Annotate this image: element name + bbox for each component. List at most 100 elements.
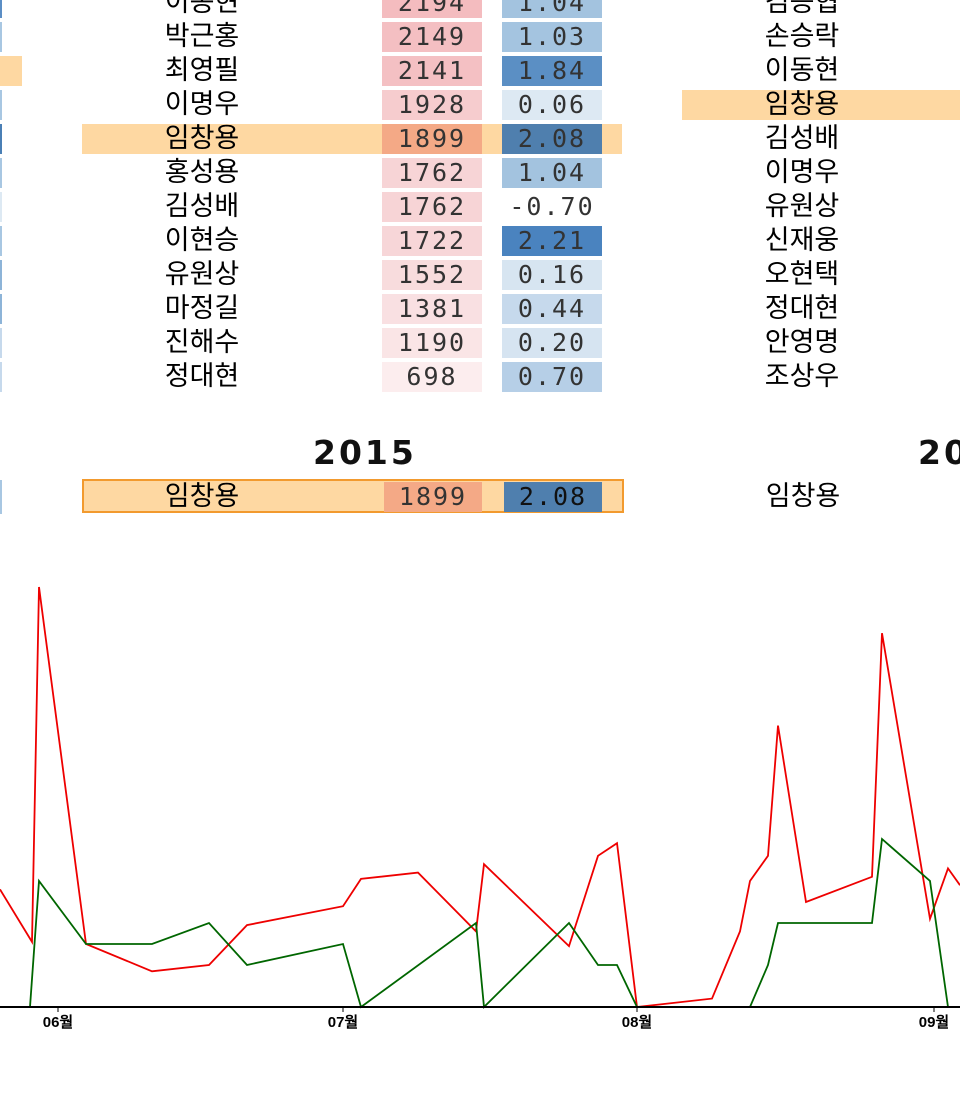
player-name: 신재웅	[764, 225, 840, 256]
left-table-row[interactable]: 정대현 698 0.70	[0, 360, 960, 394]
right-table-row[interactable]: 조상우	[0, 360, 960, 394]
x-tick-label: 06월	[43, 1014, 74, 1031]
player-score: 698	[382, 362, 482, 392]
x-tick-label: 07월	[328, 1014, 359, 1031]
player-delta: 1.84	[502, 56, 602, 86]
right-table-row[interactable]: 이명우	[0, 156, 960, 190]
left-edge-color-bar	[0, 294, 2, 324]
player-score: 1552	[382, 260, 482, 290]
left-table-row[interactable]: 최영필 2141 1.84	[0, 54, 960, 88]
left-table-row[interactable]: 김성배 1762 -0.70	[0, 190, 960, 224]
player-name: 이명우	[164, 89, 240, 120]
left-edge-color-bar	[0, 124, 2, 154]
right-selected-player-name: 임창용	[765, 481, 841, 512]
player-delta: 0.44	[502, 294, 602, 324]
right-table-row[interactable]: 유원상	[0, 190, 960, 224]
player-delta: 0.06	[502, 90, 602, 120]
player-name: 손승락	[764, 21, 840, 52]
left-table-row[interactable]: 박근홍 2149 1.03	[0, 20, 960, 54]
player-delta: 1.03	[502, 22, 602, 52]
left-table-row[interactable]: 이명우 1928 0.06	[0, 88, 960, 122]
left-table-row[interactable]: 유원상 1552 0.16	[0, 258, 960, 292]
player-delta: 2.08	[502, 124, 602, 154]
player-name: 조상우	[764, 361, 840, 392]
player-delta: 1.04	[502, 0, 602, 18]
left-table-row[interactable]: 임창용 1899 2.08	[0, 122, 960, 156]
right-table-row[interactable]: 김성배	[0, 122, 960, 156]
player-score: 2149	[382, 22, 482, 52]
left-edge-color-bar	[0, 192, 2, 222]
left-edge-color-bar	[0, 226, 2, 256]
player-name: 정대현	[764, 293, 840, 324]
right-table-row[interactable]: 오현택	[0, 258, 960, 292]
player-name: 이현승	[164, 225, 240, 256]
selected-player-name: 임창용	[164, 481, 240, 512]
player-delta: 2.21	[502, 226, 602, 256]
player-score: 1928	[382, 90, 482, 120]
player-name: 이명우	[764, 157, 840, 188]
left-ranking-table: 이동현 2194 1.04 박근홍 2149 1.03 최영필 2141 1.84 이명우 1928…	[0, 0, 960, 394]
player-name: 김승협	[764, 0, 840, 18]
player-delta: 0.20	[502, 328, 602, 358]
selected-left-edge-bar	[0, 480, 2, 514]
player-name: 안영명	[764, 327, 840, 358]
player-score: 2194	[382, 0, 482, 18]
player-name: 오현택	[764, 259, 840, 290]
player-delta: -0.70	[502, 192, 602, 222]
player-score: 2141	[382, 56, 482, 86]
left-table-row[interactable]: 이현승 1722 2.21	[0, 224, 960, 258]
player-name: 이동현	[164, 0, 240, 18]
left-edge-color-bar	[0, 56, 22, 86]
player-score: 1899	[382, 124, 482, 154]
right-table-row[interactable]: 손승락	[0, 20, 960, 54]
left-edge-color-bar	[0, 158, 2, 188]
player-name: 김성배	[764, 123, 840, 154]
right-table-row[interactable]: 신재웅	[0, 224, 960, 258]
left-table-row[interactable]: 이동현 2194 1.04	[0, 0, 960, 20]
left-year-title: 2015	[313, 433, 417, 472]
x-tick-label: 09월	[919, 1014, 950, 1031]
player-name: 홍성용	[164, 157, 240, 188]
player-name: 임창용	[764, 89, 840, 120]
player-name: 유원상	[764, 191, 840, 222]
left-edge-color-bar	[0, 90, 2, 120]
player-name: 마정길	[164, 293, 240, 324]
right-table-row[interactable]: 임창용	[0, 88, 960, 122]
left-edge-color-bar	[0, 362, 2, 392]
red-series-line	[0, 586, 960, 1008]
right-table-row[interactable]: 이동현	[0, 54, 960, 88]
left-edge-color-bar	[0, 0, 2, 18]
player-name: 정대현	[164, 361, 240, 392]
player-name: 유원상	[164, 259, 240, 290]
right-table-row[interactable]: 정대현	[0, 292, 960, 326]
player-delta: 0.70	[502, 362, 602, 392]
right-table-row[interactable]: 김승협	[0, 0, 960, 20]
player-name: 김성배	[164, 191, 240, 222]
left-table-row[interactable]: 홍성용 1762 1.04	[0, 156, 960, 190]
right-table-row[interactable]: 안영명	[0, 326, 960, 360]
trend-line-chart: 06월 07월 08월 09월	[0, 586, 960, 1031]
left-edge-color-bar	[0, 260, 2, 290]
player-score: 1722	[382, 226, 482, 256]
player-name: 진해수	[164, 327, 240, 358]
player-delta: 0.16	[502, 260, 602, 290]
left-edge-color-bar	[0, 328, 2, 358]
left-table-row[interactable]: 마정길 1381 0.44	[0, 292, 960, 326]
right-year-title: 20	[918, 433, 960, 472]
player-name: 박근홍	[164, 21, 240, 52]
left-edge-color-bar	[0, 22, 2, 52]
green-series-line	[0, 837, 960, 1009]
left-table-row[interactable]: 진해수 1190 0.20	[0, 326, 960, 360]
player-delta: 1.04	[502, 158, 602, 188]
selected-player-score: 1899	[384, 482, 482, 512]
row-highlight	[682, 90, 960, 120]
player-score: 1762	[382, 192, 482, 222]
player-name: 최영필	[164, 55, 240, 86]
player-score: 1381	[382, 294, 482, 324]
player-name: 이동현	[764, 55, 840, 86]
player-score: 1762	[382, 158, 482, 188]
x-tick-label: 08월	[622, 1014, 653, 1031]
right-ranking-table: 김승협 손승락 이동현 임창용 김성배 이명우 유원상 신재웅 오현택 정대현 안영명 조상우	[0, 0, 960, 394]
selected-player-delta: 2.08	[504, 482, 602, 512]
player-score: 1190	[382, 328, 482, 358]
